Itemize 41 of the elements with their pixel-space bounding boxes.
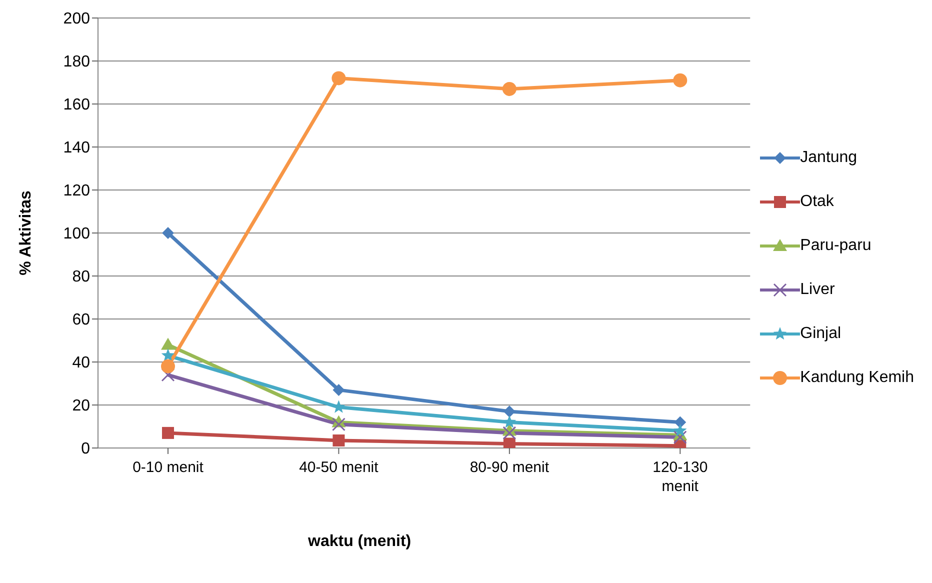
point (332, 418, 346, 432)
y-tick-label: 180 (63, 54, 90, 71)
y-axis-title: % Aktivitas (18, 190, 35, 276)
y-tick-label: 80 (72, 268, 90, 286)
point (161, 359, 175, 374)
point (502, 82, 516, 96)
x-tick-label: 40-50 menit (299, 459, 380, 476)
point (162, 426, 174, 439)
legend-label: Ginjal (800, 325, 842, 343)
y-tick-label: 0 (81, 440, 90, 458)
point (161, 348, 175, 362)
y-tick-label: 140 (63, 140, 90, 157)
legend-label: Paru-paru (800, 237, 872, 255)
point (502, 415, 516, 428)
x-tick-label: 0-10 menit (132, 459, 204, 476)
point (673, 73, 688, 88)
point (332, 384, 345, 396)
legend-label: Jantung (800, 149, 858, 167)
legend-label: Liver (800, 281, 835, 299)
y-tick-label: 120 (63, 182, 90, 200)
x-tick-label: 120-130 menit (652, 459, 708, 495)
point (502, 426, 516, 440)
legend-label: Otak (800, 193, 834, 211)
legend-label: Kandung Kemih (800, 369, 914, 387)
point (332, 71, 346, 86)
y-tick-label: 20 (72, 398, 90, 415)
point (674, 416, 686, 428)
point (161, 338, 175, 350)
x-tick-label: 80-90 menit (470, 459, 550, 476)
y-tick-label: 60 (72, 312, 90, 329)
point (503, 438, 516, 448)
y-tick-label: 100 (63, 226, 90, 243)
y-tick-label: 200 (63, 10, 90, 28)
y-tick-label: 160 (63, 96, 90, 114)
point (332, 434, 345, 446)
point (503, 405, 516, 418)
y-tick-label: 40 (72, 354, 90, 372)
point (673, 430, 687, 444)
point (673, 424, 687, 436)
point (162, 227, 174, 239)
x-axis-title: waktu (menit) (308, 533, 412, 551)
